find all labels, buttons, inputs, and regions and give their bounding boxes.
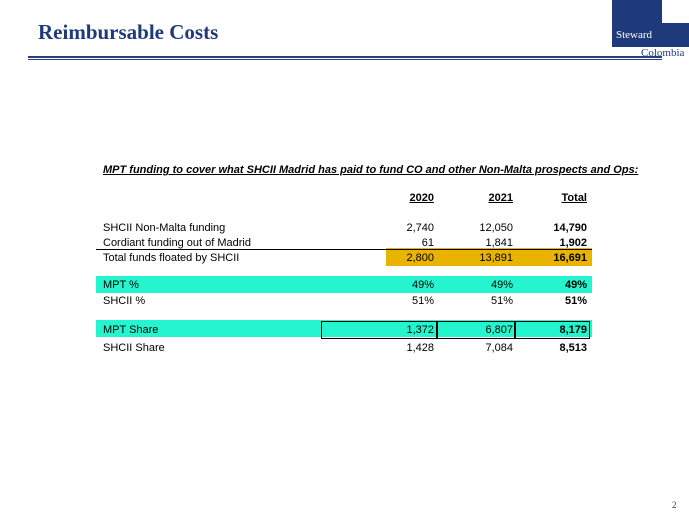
- mpt-share-2021-box: [437, 321, 515, 339]
- logo-text-steward: Steward: [616, 29, 653, 41]
- mpt-share-2020-box: [321, 321, 437, 339]
- table-heading: MPT funding to cover what SHCII Madrid h…: [103, 164, 639, 176]
- row-value-2021: 1,841: [485, 237, 513, 249]
- row-label: Cordiant funding out of Madrid: [103, 237, 251, 249]
- mpt-percent-highlight: [96, 276, 592, 293]
- row-label: SHCII Non-Malta funding: [103, 222, 226, 234]
- row-label: SHCII Share: [103, 342, 165, 354]
- logo-notch: [662, 0, 689, 23]
- row-value-2020: 1,372: [406, 324, 434, 336]
- page-number: 2: [672, 500, 677, 510]
- row-value-total: 51%: [564, 295, 587, 307]
- logo-text-colombia: Colombia: [641, 47, 685, 59]
- row-value-2020: 1,428: [406, 342, 434, 354]
- row-value-total: 14,790: [553, 222, 587, 234]
- row-label: Total funds floated by SHCII: [103, 252, 240, 264]
- col-header-total: Total: [561, 192, 587, 204]
- row-value-total: 8,179: [559, 324, 587, 336]
- row-value-2020: 61: [421, 237, 434, 249]
- row-value-2021: 13,891: [479, 252, 513, 264]
- row-value-2020: 2,800: [406, 252, 434, 264]
- mpt-share-highlight: [96, 320, 592, 337]
- row-label: MPT %: [103, 279, 139, 291]
- title-rule: [28, 56, 662, 58]
- total-funds-highlight: [386, 248, 592, 266]
- row-label: MPT Share: [103, 324, 159, 336]
- row-value-2020: 49%: [411, 279, 434, 291]
- page-title: Reimbursable Costs: [38, 20, 219, 44]
- title-rule-thin: [28, 59, 662, 60]
- col-header-2020: 2020: [409, 192, 434, 204]
- mpt-share-total-box: [515, 321, 590, 339]
- row-value-total: 8,513: [559, 342, 587, 354]
- row-value-2021: 6,807: [485, 324, 513, 336]
- row-value-2021: 51%: [490, 295, 513, 307]
- row-value-total: 16,691: [553, 252, 587, 264]
- row-value-2021: 7,084: [485, 342, 513, 354]
- row-value-total: 49%: [564, 279, 587, 291]
- row-value-total: 1,902: [559, 237, 587, 249]
- subtotal-rule: [96, 249, 592, 250]
- row-value-2021: 12,050: [479, 222, 513, 234]
- row-value-2021: 49%: [490, 279, 513, 291]
- row-value-2020: 51%: [411, 295, 434, 307]
- col-header-2021: 2021: [488, 192, 513, 204]
- row-label: SHCII %: [103, 295, 146, 307]
- row-value-2020: 2,740: [406, 222, 434, 234]
